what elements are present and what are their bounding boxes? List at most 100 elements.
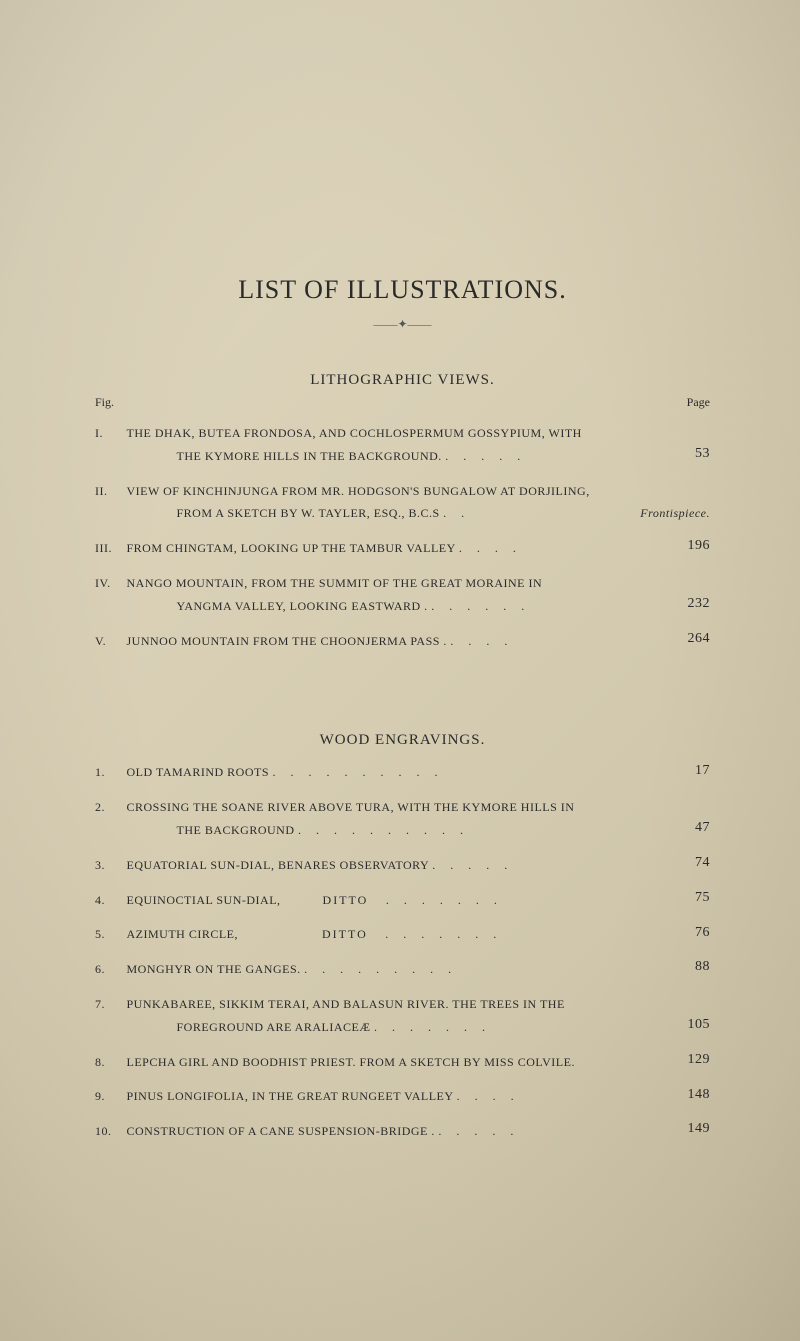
leader-dots: . . . . . . [431, 599, 530, 613]
entry-line1: THE DHAK, BUTEA FRONDOSA, AND COCHLOSPER… [127, 426, 582, 440]
entry-roman: IV. [95, 572, 123, 595]
entry-roman: III. [95, 537, 123, 560]
entry-roman: V. [95, 630, 123, 653]
entry-text: NANGO MOUNTAIN, FROM THE SUMMIT OF THE G… [127, 572, 627, 618]
entry-roman: II. [95, 480, 123, 503]
entry-text: OLD TAMARIND ROOTS . . . . . . . . . . [127, 761, 627, 784]
entry-line1: NANGO MOUNTAIN, FROM THE SUMMIT OF THE G… [127, 576, 543, 590]
entry-line2: FOREGROUND ARE ARALIACEÆ . . . . . . . [127, 1020, 492, 1034]
leader-dots: . . . . . [432, 858, 513, 872]
entry-text: EQUATORIAL SUN-DIAL, BENARES OBSERVATORY… [127, 854, 627, 877]
list-item: 4. EQUINOCTIAL SUN-DIAL, DITTO . . . . .… [95, 889, 710, 912]
entry-line1: LEPCHA GIRL AND BOODHIST PRIEST. FROM A … [127, 1055, 575, 1069]
list-item: V. JUNNOO MOUNTAIN FROM THE CHOONJERMA P… [95, 630, 710, 653]
entry-arabic: 10. [95, 1120, 123, 1143]
entry-line2: YANGMA VALLEY, LOOKING EASTWARD . . . . … [127, 599, 531, 613]
entry-arabic: 7. [95, 993, 123, 1016]
fig-column-label: Fig. [95, 395, 114, 410]
entry-arabic: 4. [95, 889, 123, 912]
entry-line1: EQUINOCTIAL SUN-DIAL, [127, 893, 281, 907]
entry-line1: EQUATORIAL SUN-DIAL, BENARES OBSERVATORY [127, 858, 429, 872]
entry-text: JUNNOO MOUNTAIN FROM THE CHOONJERMA PASS… [127, 630, 627, 653]
entry-text: PUNKABAREE, SIKKIM TERAI, AND BALASUN RI… [127, 993, 627, 1039]
entry-text: FROM CHINGTAM, LOOKING UP THE TAMBUR VAL… [127, 537, 627, 560]
entry-arabic: 2. [95, 796, 123, 819]
leader-dots: . . . . . . . [374, 1020, 491, 1034]
leader-dots: . . . . [450, 634, 513, 648]
leader-dots: . . . . . . . . . [304, 962, 457, 976]
list-item: I. THE DHAK, BUTEA FRONDOSA, AND COCHLOS… [95, 422, 710, 468]
entry-arabic: 9. [95, 1085, 123, 1108]
entry-line1: PUNKABAREE, SIKKIM TERAI, AND BALASUN RI… [127, 997, 565, 1011]
entry-line2: THE KYMORE HILLS IN THE BACKGROUND. . . … [127, 449, 527, 463]
entry-page-number: 75 [695, 885, 710, 912]
leader-dots: . . . . . . . . . . [273, 765, 444, 779]
entry-page-number: 129 [688, 1047, 711, 1074]
list-item: 9. PINUS LONGIFOLIA, IN THE GREAT RUNGEE… [95, 1085, 710, 1108]
entry-text: CONSTRUCTION OF A CANE SUSPENSION-BRIDGE… [127, 1120, 627, 1143]
entry-text: PINUS LONGIFOLIA, IN THE GREAT RUNGEET V… [127, 1085, 627, 1108]
entry-page-number: 53 [695, 441, 710, 468]
entry-line1: CONSTRUCTION OF A CANE SUSPENSION-BRIDGE… [127, 1124, 435, 1138]
page-column-label: Page [687, 395, 710, 410]
section-title-lithographic: LITHOGRAPHIC VIEWS. [95, 372, 710, 389]
leader-dots: . . . . . [445, 449, 526, 463]
entry-page-number: 232 [688, 591, 711, 618]
entry-text: MONGHYR ON THE GANGES. . . . . . . . . . [127, 958, 627, 981]
entry-arabic: 6. [95, 958, 123, 981]
entry-line1: MONGHYR ON THE GANGES. [127, 962, 301, 976]
leader-dots: . . [443, 506, 470, 520]
entry-line1: VIEW OF KINCHINJUNGA FROM MR. HODGSON'S … [127, 484, 590, 498]
entry-page-number: 76 [695, 920, 710, 947]
entry-line2: FROM A SKETCH BY W. TAYLER, ESQ., B.C.S … [127, 506, 471, 520]
entry-arabic: 5. [95, 923, 123, 946]
ornamental-rule: ——✦—— [95, 317, 710, 332]
entry-page-number: 196 [688, 533, 711, 560]
main-title: LIST OF ILLUSTRATIONS. [95, 275, 710, 305]
list-item: 10. CONSTRUCTION OF A CANE SUSPENSION-BR… [95, 1120, 710, 1143]
leader-dots: . . . . [457, 1089, 520, 1103]
entry-line1: AZIMUTH CIRCLE, [127, 927, 239, 941]
entry-page-number: 148 [688, 1082, 711, 1109]
entry-line1: JUNNOO MOUNTAIN FROM THE CHOONJERMA PASS… [127, 634, 447, 648]
entry-page-number: 74 [695, 850, 710, 877]
leader-dots: . . . . [459, 541, 522, 555]
list-item: 6. MONGHYR ON THE GANGES. . . . . . . . … [95, 958, 710, 981]
entry-line1: PINUS LONGIFOLIA, IN THE GREAT RUNGEET V… [127, 1089, 454, 1103]
list-item: 1. OLD TAMARIND ROOTS . . . . . . . . . … [95, 761, 710, 784]
entry-text: LEPCHA GIRL AND BOODHIST PRIEST. FROM A … [127, 1051, 627, 1074]
section-gap [95, 652, 710, 722]
entry-text: CROSSING THE SOANE RIVER ABOVE TURA, WIT… [127, 796, 627, 842]
scanned-page: LIST OF ILLUSTRATIONS. ——✦—— LITHOGRAPHI… [0, 0, 800, 1341]
entry-text: AZIMUTH CIRCLE, DITTO . . . . . . . [127, 923, 627, 946]
leader-dots: . . . . . . . [386, 893, 503, 907]
entry-text: VIEW OF KINCHINJUNGA FROM MR. HODGSON'S … [127, 480, 627, 526]
ditto-label: DITTO [322, 927, 368, 941]
leader-dots: . . . . . [438, 1124, 519, 1138]
list-item: 8. LEPCHA GIRL AND BOODHIST PRIEST. FROM… [95, 1051, 710, 1074]
list-item: 5. AZIMUTH CIRCLE, DITTO . . . . . . . 7… [95, 923, 710, 946]
entry-text: THE DHAK, BUTEA FRONDOSA, AND COCHLOSPER… [127, 422, 627, 468]
entry-page-number: 105 [688, 1012, 711, 1039]
entry-page-number: 17 [695, 758, 710, 785]
list-item: 3. EQUATORIAL SUN-DIAL, BENARES OBSERVAT… [95, 854, 710, 877]
entry-line1: CROSSING THE SOANE RIVER ABOVE TURA, WIT… [127, 800, 575, 814]
entry-page-frontispiece: Frontispiece. [640, 502, 710, 525]
entry-page-number: 264 [688, 626, 711, 653]
list-item: 7. PUNKABAREE, SIKKIM TERAI, AND BALASUN… [95, 993, 710, 1039]
leader-dots: . . . . . . . [385, 927, 502, 941]
entry-page-number: 88 [695, 954, 710, 981]
entry-roman: I. [95, 422, 123, 445]
entry-arabic: 1. [95, 761, 123, 784]
entry-page-number: 149 [688, 1116, 711, 1143]
entry-arabic: 3. [95, 854, 123, 877]
leader-dots: . . . . . . . . . . [298, 823, 469, 837]
list-item: II. VIEW OF KINCHINJUNGA FROM MR. HODGSO… [95, 480, 710, 526]
section-title-wood: WOOD ENGRAVINGS. [95, 732, 710, 749]
ditto-label: DITTO [323, 893, 369, 907]
entry-page-number: 47 [695, 815, 710, 842]
list-item: 2. CROSSING THE SOANE RIVER ABOVE TURA, … [95, 796, 710, 842]
list-item: IV. NANGO MOUNTAIN, FROM THE SUMMIT OF T… [95, 572, 710, 618]
entry-line1: OLD TAMARIND ROOTS [127, 765, 270, 779]
entry-arabic: 8. [95, 1051, 123, 1074]
